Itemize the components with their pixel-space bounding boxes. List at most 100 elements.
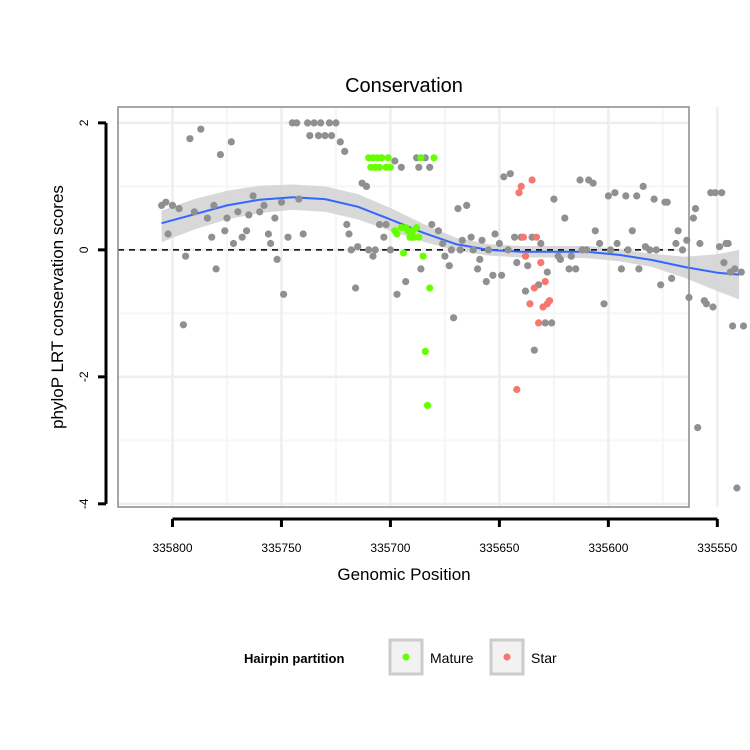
- mature-point: [384, 154, 392, 162]
- other-point: [260, 201, 268, 209]
- other-point: [718, 189, 726, 197]
- x-tick-label: 335650: [479, 541, 519, 555]
- other-point: [345, 230, 353, 238]
- other-point: [729, 322, 737, 330]
- other-point: [336, 138, 344, 146]
- other-point: [652, 246, 660, 254]
- other-point: [397, 163, 405, 171]
- star-point: [541, 278, 549, 286]
- other-point: [168, 201, 177, 209]
- y-tick-label: -2: [77, 371, 91, 382]
- other-point: [691, 205, 700, 213]
- other-point: [245, 211, 253, 219]
- other-point: [212, 265, 220, 273]
- other-point: [175, 205, 183, 213]
- other-point: [203, 214, 211, 222]
- other-point: [565, 265, 573, 273]
- x-tick-label: 335600: [588, 541, 628, 555]
- mature-point: [378, 154, 386, 162]
- other-point: [733, 484, 741, 492]
- other-point: [454, 205, 462, 213]
- other-point: [498, 271, 506, 279]
- y-tick-label: 0: [77, 246, 91, 253]
- other-point: [179, 321, 187, 329]
- other-point: [271, 214, 279, 222]
- other-point: [393, 290, 401, 298]
- other-point: [347, 246, 355, 254]
- star-point: [526, 300, 534, 308]
- other-point: [223, 214, 231, 222]
- other-point: [513, 259, 521, 267]
- other-point: [314, 132, 323, 140]
- other-point: [450, 314, 458, 322]
- other-point: [310, 119, 318, 127]
- other-point: [317, 119, 325, 127]
- other-point: [715, 243, 724, 251]
- other-point: [720, 259, 728, 267]
- star-point: [535, 319, 543, 327]
- mature-point: [423, 401, 432, 409]
- other-point: [428, 220, 436, 229]
- other-point: [415, 163, 423, 171]
- mature-point: [419, 252, 427, 260]
- other-point: [458, 236, 466, 244]
- other-point: [476, 255, 484, 263]
- legend-mature-label: Mature: [430, 650, 474, 666]
- other-point: [739, 322, 748, 330]
- other-point: [474, 265, 482, 273]
- other-point: [243, 227, 251, 235]
- other-point: [447, 246, 455, 254]
- other-point: [633, 192, 641, 200]
- other-point: [273, 255, 281, 263]
- other-point: [439, 239, 447, 248]
- other-point: [689, 214, 698, 222]
- series-mature: [365, 154, 438, 409]
- other-point: [208, 233, 216, 241]
- x-axis: 335800 335750 335700 335650 335600 335550: [152, 517, 738, 555]
- other-point: [341, 147, 349, 155]
- other-point: [382, 220, 390, 229]
- other-point: [567, 252, 575, 260]
- grid-lines: [118, 107, 719, 507]
- other-point: [354, 243, 362, 251]
- other-point: [463, 201, 471, 209]
- other-point: [711, 189, 719, 197]
- other-point: [591, 227, 599, 235]
- plot-border: [117, 106, 690, 508]
- other-point: [328, 132, 336, 140]
- other-point: [280, 290, 288, 298]
- star-point: [537, 259, 545, 267]
- mature-point: [386, 163, 394, 171]
- other-point: [617, 265, 626, 273]
- other-point: [295, 195, 303, 203]
- other-point: [249, 192, 257, 200]
- legend-mature-swatch: [402, 653, 410, 661]
- other-point: [628, 227, 636, 235]
- other-point: [234, 208, 242, 216]
- other-point: [635, 265, 643, 273]
- other-point: [650, 195, 658, 203]
- other-point: [380, 233, 388, 241]
- other-point: [709, 303, 717, 311]
- other-point: [229, 239, 238, 248]
- series-other: [158, 119, 748, 492]
- other-point: [365, 246, 373, 254]
- other-point: [186, 135, 194, 143]
- other-point: [596, 239, 604, 248]
- other-point: [541, 319, 549, 327]
- other-point: [622, 192, 630, 200]
- other-point: [572, 265, 580, 273]
- mature-point: [415, 233, 423, 241]
- other-point: [304, 119, 312, 127]
- other-point: [306, 132, 314, 140]
- other-point: [696, 239, 704, 248]
- other-point: [672, 239, 680, 248]
- mature-point: [421, 347, 429, 355]
- other-point: [190, 208, 198, 216]
- star-point: [515, 189, 523, 197]
- y-axis-title: phyloP LRT conservation scores: [48, 185, 67, 429]
- smooth-fit-line: [161, 196, 740, 276]
- y-axis: -4 -2 0 2: [77, 119, 108, 509]
- other-point: [624, 246, 632, 254]
- other-point: [521, 287, 530, 295]
